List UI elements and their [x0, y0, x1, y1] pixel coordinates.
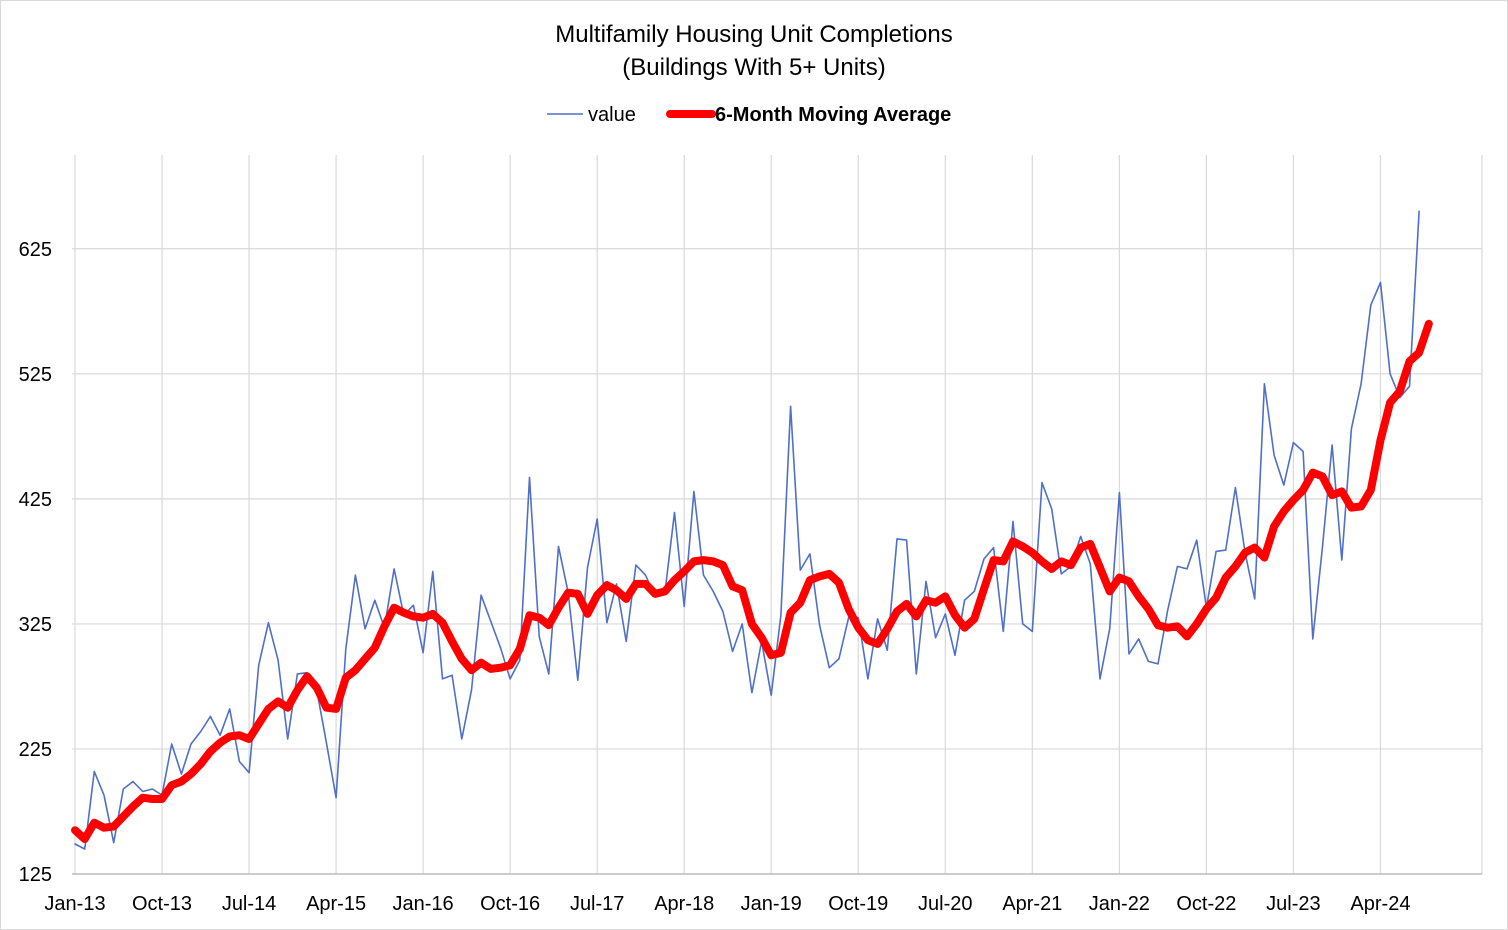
legend: value 6-Month Moving Average — [547, 104, 951, 126]
x-tick-label: Jan-19 — [741, 893, 802, 915]
x-tick-label: Oct-19 — [828, 893, 888, 915]
y-tick-label: 325 — [19, 614, 52, 636]
x-tick-label: Apr-21 — [1002, 893, 1062, 915]
x-tick-label: Jul-23 — [1266, 893, 1320, 915]
y-tick-label: 525 — [19, 364, 52, 386]
x-tick-label: Jan-22 — [1089, 893, 1150, 915]
chart-subtitle: (Buildings With 5+ Units) — [622, 54, 885, 81]
x-tick-label: Jul-17 — [570, 893, 624, 915]
x-tick-label: Jan-16 — [393, 893, 454, 915]
x-tick-label: Oct-13 — [132, 893, 192, 915]
x-tick-label: Jul-20 — [918, 893, 972, 915]
x-tick-label: Oct-22 — [1176, 893, 1236, 915]
y-tick-label: 225 — [19, 739, 52, 761]
y-tick-label: 125 — [19, 864, 52, 886]
x-tick-label: Apr-24 — [1350, 893, 1410, 915]
y-tick-label: 625 — [19, 239, 52, 261]
legend-label-moving-average: 6-Month Moving Average — [715, 104, 951, 126]
x-tick-label: Jan-13 — [44, 893, 105, 915]
series-line-moving-average — [71, 319, 1433, 843]
grid — [72, 155, 1483, 875]
y-tick-label: 425 — [19, 489, 52, 511]
legend-label-value: value — [588, 104, 636, 126]
x-tick-label: Apr-18 — [654, 893, 714, 915]
series-line-value — [74, 210, 1420, 850]
x-tick-label: Jul-14 — [222, 893, 276, 915]
chart-title: Multifamily Housing Unit Completions — [555, 21, 952, 48]
x-tick-label: Oct-16 — [480, 893, 540, 915]
series — [71, 210, 1433, 850]
x-tick-label: Apr-15 — [306, 893, 366, 915]
axes: 125 225 325 425 525 625 Jan-13 Oct-13 Jul-14 Apr-… — [19, 239, 1482, 915]
